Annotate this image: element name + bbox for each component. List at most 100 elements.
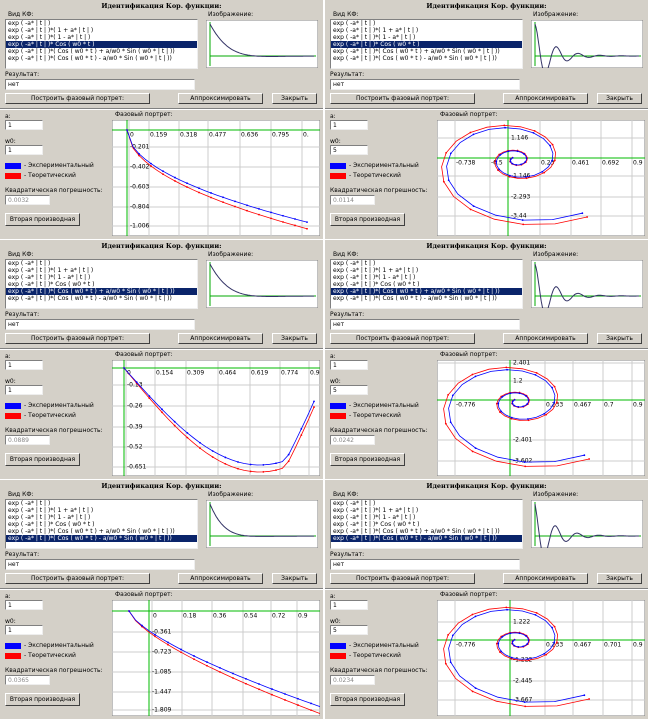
legend-swatch xyxy=(330,403,346,409)
phase-point xyxy=(148,395,151,397)
list-item[interactable]: exp ( -a* | t | ) xyxy=(8,260,51,267)
phase-point xyxy=(527,399,530,402)
w0-field[interactable]: 5 xyxy=(330,145,368,155)
list-item[interactable]: exp ( -a* | t | )* Cos ( w0 * t ) xyxy=(6,41,197,48)
list-item[interactable]: exp ( -a* | t | ) xyxy=(333,260,376,267)
a-field[interactable]: 1 xyxy=(5,360,43,370)
list-item[interactable]: exp ( -a* | t | ) xyxy=(333,500,376,507)
approx-button[interactable]: Аппроксимировать xyxy=(503,333,588,344)
derivative-button[interactable]: Вторая производная xyxy=(5,453,80,466)
list-item[interactable]: exp ( -a* | t | )* Cos ( w0 * t ) xyxy=(333,281,420,288)
approx-button[interactable]: Аппроксимировать xyxy=(178,573,263,584)
phase-point xyxy=(444,662,447,665)
label: Результат: xyxy=(330,311,365,318)
listbox[interactable]: exp ( -a* | t | ) exp ( -a* | t | )*( 1 +… xyxy=(330,259,523,309)
listbox[interactable]: exp ( -a* | t | ) exp ( -a* | t | )*( 1 +… xyxy=(330,499,523,549)
list-item[interactable]: exp ( -a* | t | ) xyxy=(333,20,376,27)
a-field[interactable]: 1 xyxy=(330,360,368,370)
y-tick-label: -0.361 xyxy=(152,629,172,636)
x-tick-label: 0.23 xyxy=(541,160,555,167)
list-item[interactable]: exp ( -a* | t | )*( Cos ( w0 * t ) + a/w… xyxy=(8,528,175,535)
derivative-button[interactable]: Вторая производная xyxy=(5,693,80,706)
list-item[interactable]: exp ( -a* | t | )*( 1 - a* | t | ) xyxy=(8,274,91,281)
list-item[interactable]: exp ( -a* | t | )*( 1 - a* | t | ) xyxy=(333,34,416,41)
build-button[interactable]: Построить фазовый портрет: xyxy=(5,573,150,584)
w0-field[interactable]: 5 xyxy=(330,385,368,395)
phase-point xyxy=(246,204,248,207)
list-item[interactable]: exp ( -a* | t | )*( Cos ( w0 * t ) - a/w… xyxy=(333,295,497,302)
list-item[interactable]: exp ( -a* | t | )*( 1 + a* | t | ) xyxy=(8,507,94,514)
approx-button[interactable]: Аппроксимировать xyxy=(503,93,588,104)
list-item[interactable]: exp ( -a* | t | )* Cos ( w0 * t ) xyxy=(333,521,420,528)
list-item[interactable]: exp ( -a* | t | )*( Cos ( w0 * t ) + a/w… xyxy=(333,528,500,535)
result-field[interactable]: нет xyxy=(5,319,195,330)
list-item[interactable]: exp ( -a* | t | )*( 1 - a* | t | ) xyxy=(333,274,416,281)
list-item[interactable]: exp ( -a* | t | )* Cos ( w0 * t ) xyxy=(331,41,522,48)
list-item[interactable]: exp ( -a* | t | )*( 1 + a* | t | ) xyxy=(333,267,419,274)
w0-field[interactable]: 5 xyxy=(330,625,368,635)
list-item[interactable]: exp ( -a* | t | )*( Cos ( w0 * t ) - a/w… xyxy=(8,295,172,302)
listbox[interactable]: exp ( -a* | t | ) exp ( -a* | t | )*( 1 +… xyxy=(5,19,198,69)
list-item[interactable]: exp ( -a* | t | ) xyxy=(8,20,51,27)
preview-bg xyxy=(206,20,318,68)
derivative-button[interactable]: Вторая производная xyxy=(330,213,405,226)
y-tick-label: -3.44 xyxy=(511,213,527,220)
list-item[interactable]: exp ( -a* | t | )*( 1 - a* | t | ) xyxy=(8,34,91,41)
list-item[interactable]: exp ( -a* | t | )*( Cos ( w0 * t ) - a/w… xyxy=(6,535,197,542)
list-item[interactable]: exp ( -a* | t | )*( Cos ( w0 * t ) - a/w… xyxy=(331,535,522,542)
list-item[interactable]: exp ( -a* | t | )*( 1 + a* | t | ) xyxy=(8,267,94,274)
x-tick-label: -0.5 xyxy=(491,160,503,167)
image-preview xyxy=(206,260,318,308)
build-button[interactable]: Построить фазовый портрет: xyxy=(5,93,150,104)
derivative-button[interactable]: Вторая производная xyxy=(330,453,405,466)
list-item[interactable]: exp ( -a* | t | )*( 1 - a* | t | ) xyxy=(333,514,416,521)
w0-field[interactable]: 1 xyxy=(5,625,43,635)
list-item[interactable]: exp ( -a* | t | )*( Cos ( w0 * t ) - a/w… xyxy=(333,55,497,62)
result-field[interactable]: нет xyxy=(5,79,195,90)
build-button[interactable]: Построить фазовый портрет: xyxy=(5,333,150,344)
close-button[interactable]: Закрыть xyxy=(272,333,317,344)
derivative-button[interactable]: Вторая производная xyxy=(330,693,405,706)
phase-curve xyxy=(123,367,315,473)
build-button[interactable]: Построить фазовый портрет: xyxy=(330,333,475,344)
build-button[interactable]: Построить фазовый портрет: xyxy=(330,93,475,104)
approx-button[interactable]: Аппроксимировать xyxy=(178,93,263,104)
list-item[interactable]: exp ( -a* | t | )*( 1 - a* | t | ) xyxy=(8,514,91,521)
list-item[interactable]: exp ( -a* | t | )* Cos ( w0 * t ) xyxy=(8,281,95,288)
derivative-button[interactable]: Вторая производная xyxy=(5,213,80,226)
approx-button[interactable]: Аппроксимировать xyxy=(503,573,588,584)
listbox[interactable]: exp ( -a* | t | ) exp ( -a* | t | )*( 1 +… xyxy=(5,499,198,549)
phase-point xyxy=(518,392,521,395)
x-tick-label: 0.795 xyxy=(272,132,289,139)
w0-field[interactable]: 1 xyxy=(5,385,43,395)
w0-field[interactable]: 1 xyxy=(5,145,43,155)
list-item[interactable]: exp ( -a* | t | )*( Cos ( w0 * t ) + a/w… xyxy=(8,48,175,55)
close-button[interactable]: Закрыть xyxy=(597,333,642,344)
listbox[interactable]: exp ( -a* | t | ) exp ( -a* | t | )*( 1 +… xyxy=(330,19,523,69)
listbox[interactable]: exp ( -a* | t | ) exp ( -a* | t | )*( 1 +… xyxy=(5,259,198,309)
close-button[interactable]: Закрыть xyxy=(272,573,317,584)
result-field[interactable]: нет xyxy=(330,559,520,570)
result-field[interactable]: нет xyxy=(330,79,520,90)
a-field[interactable]: 1 xyxy=(330,600,368,610)
a-field[interactable]: 1 xyxy=(5,120,43,130)
result-field[interactable]: нет xyxy=(330,319,520,330)
list-item[interactable]: exp ( -a* | t | )*( Cos ( w0 * t ) + a/w… xyxy=(333,48,500,55)
list-item[interactable]: exp ( -a* | t | )*( 1 + a* | t | ) xyxy=(333,27,419,34)
list-item[interactable]: exp ( -a* | t | )*( Cos ( w0 * t ) + a/w… xyxy=(331,288,522,295)
list-item[interactable]: exp ( -a* | t | )*( 1 + a* | t | ) xyxy=(8,27,94,34)
close-button[interactable]: Закрыть xyxy=(272,93,317,104)
a-field[interactable]: 1 xyxy=(330,120,368,130)
list-item[interactable]: exp ( -a* | t | ) xyxy=(8,500,51,507)
close-button[interactable]: Закрыть xyxy=(597,573,642,584)
y-tick-label: -2.293 xyxy=(511,194,531,201)
close-button[interactable]: Закрыть xyxy=(597,93,642,104)
build-button[interactable]: Построить фазовый портрет: xyxy=(330,573,475,584)
a-field[interactable]: 1 xyxy=(5,600,43,610)
list-item[interactable]: exp ( -a* | t | )*( 1 + a* | t | ) xyxy=(333,507,419,514)
list-item[interactable]: exp ( -a* | t | )*( Cos ( w0 * t ) + a/w… xyxy=(6,288,197,295)
result-field[interactable]: нет xyxy=(5,559,195,570)
approx-button[interactable]: Аппроксимировать xyxy=(178,333,263,344)
list-item[interactable]: exp ( -a* | t | )*( Cos ( w0 * t ) - a/w… xyxy=(8,55,172,62)
list-item[interactable]: exp ( -a* | t | )* Cos ( w0 * t ) xyxy=(8,521,95,528)
